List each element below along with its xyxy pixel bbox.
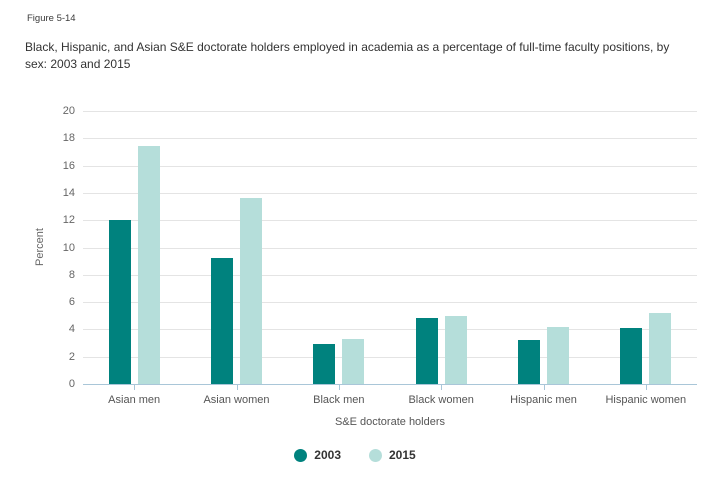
x-axis-title: S&E doctorate holders	[334, 416, 446, 428]
gridline-12	[83, 220, 697, 222]
legend-swatch-2015	[369, 448, 382, 462]
bar-2003-hispanic-men	[518, 340, 540, 384]
bar-2015-black-women	[444, 315, 467, 384]
y-tick-label-16: 16	[62, 159, 75, 172]
x-tick-hispanic-men	[543, 385, 545, 390]
legend-item-2003[interactable]: 2003	[294, 448, 341, 462]
y-tick-label-20: 20	[62, 105, 75, 117]
bar-2015-asian-women	[240, 198, 262, 384]
plot-area: 0 2 4 6 8 10 12 14 16 18 20 Asian men Asian women Bla…	[63, 105, 697, 406]
bar-2003-asian-women	[211, 258, 233, 384]
y-tick-label-4: 4	[68, 323, 75, 336]
y-tick-label-12: 12	[62, 214, 75, 227]
y-tick-label-10: 10	[62, 241, 75, 254]
gridline-2	[83, 356, 697, 358]
y-tick-label-18: 18	[62, 132, 75, 145]
gridline-14	[83, 192, 697, 194]
chart-title: Black, Hispanic, and Asian S&E doctorate…	[25, 40, 670, 71]
bar-2015-asian-men	[137, 146, 160, 384]
x-category-label-black-men: Black men	[313, 394, 365, 406]
legend-label-2015: 2015	[389, 448, 416, 462]
legend: 2003 2015	[0, 446, 710, 464]
legend-swatch-2003	[294, 448, 308, 462]
bar-2015-hispanic-men	[547, 326, 569, 384]
legend-item-2015[interactable]: 2015	[369, 448, 416, 462]
gridline-4	[83, 329, 697, 331]
y-tick-label-8: 8	[68, 268, 75, 281]
figure-number: Figure 5-14	[27, 13, 76, 24]
bar-2003-black-women	[415, 318, 438, 384]
y-tick-label-2: 2	[68, 350, 75, 363]
x-tick-asian-men	[134, 385, 136, 390]
bar-2015-black-men	[342, 338, 365, 384]
bar-2003-black-men	[313, 344, 336, 384]
bar-2015-hispanic-women	[649, 313, 672, 384]
x-tick-black-men	[338, 385, 340, 390]
gridline-20	[83, 111, 697, 112]
bar-2003-asian-men	[108, 220, 131, 384]
gridline-10	[83, 247, 697, 249]
x-category-label-hispanic-women: Hispanic women	[605, 394, 687, 406]
y-tick-label-0: 0	[68, 378, 75, 390]
x-tick-hispanic-women	[645, 385, 647, 390]
x-tick-black-women	[441, 385, 443, 390]
x-category-label-asian-women: Asian women	[203, 394, 270, 406]
gridline-6	[83, 302, 697, 304]
gridline-8	[83, 274, 697, 276]
y-tick-label-14: 14	[62, 186, 75, 199]
gridline-16	[83, 165, 697, 167]
x-category-label-asian-men: Asian men	[108, 394, 161, 406]
y-tick-label-6: 6	[68, 296, 75, 309]
x-category-label-black-women: Black women	[408, 394, 474, 406]
legend-label-2003: 2003	[314, 448, 341, 462]
bar-2003-hispanic-women	[620, 328, 643, 384]
x-category-label-hispanic-men: Hispanic men	[510, 394, 577, 406]
x-tick-asian-women	[236, 385, 238, 390]
gridline-18	[83, 138, 697, 140]
